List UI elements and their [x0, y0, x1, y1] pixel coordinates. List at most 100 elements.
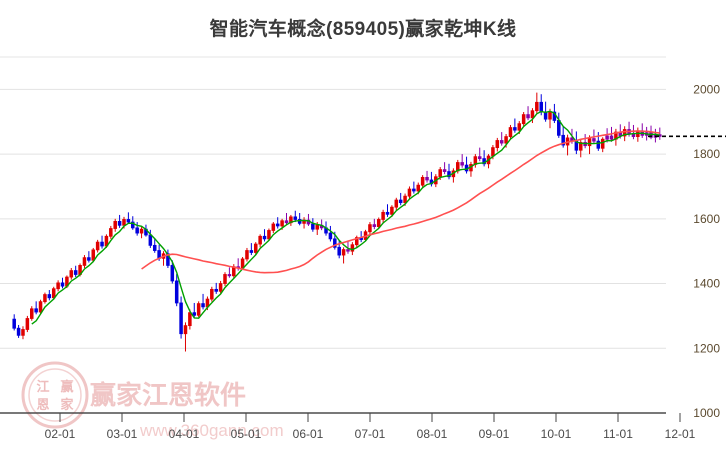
- candle-body: [508, 127, 513, 138]
- candle-body: [227, 274, 232, 277]
- candle-body: [218, 283, 223, 292]
- candle-body: [561, 134, 565, 146]
- candle-body: [47, 294, 52, 299]
- watermark-brand: 赢家江恩软件: [90, 380, 246, 410]
- candle-body: [280, 220, 284, 227]
- candle-body: [548, 111, 552, 120]
- x-axis-label: 09-01: [479, 427, 510, 441]
- x-axis-label: 06-01: [293, 427, 324, 441]
- candle-body: [535, 101, 539, 112]
- candle-body: [210, 288, 214, 300]
- candle-body: [420, 176, 425, 186]
- candle-body: [51, 288, 56, 299]
- watermark-seal-char: 赢: [60, 379, 73, 394]
- candle-body: [368, 224, 372, 233]
- candle-body: [394, 199, 399, 208]
- candle-body: [34, 308, 38, 313]
- x-axis-label: 03-01: [107, 427, 138, 441]
- candle-body: [135, 227, 139, 234]
- candle-body: [311, 223, 315, 230]
- candle-body: [293, 216, 298, 220]
- x-axis-label: 11-01: [603, 427, 633, 441]
- page-title: 智能汽车概念(859405)赢家乾坤K线: [209, 19, 517, 40]
- candle-body: [587, 138, 592, 147]
- candle-body: [170, 265, 175, 282]
- candle-body: [30, 308, 34, 319]
- x-axis-label: 12-01: [665, 427, 696, 441]
- candle-body: [315, 224, 319, 230]
- candle-body: [60, 282, 65, 287]
- y-axis-label: 1800: [693, 147, 720, 161]
- watermark-seal-char: 家: [60, 397, 74, 412]
- candle-body: [412, 188, 416, 192]
- candle-body: [521, 114, 526, 125]
- candle-body: [21, 329, 25, 336]
- candle-body: [499, 140, 504, 144]
- candle-body: [91, 249, 96, 261]
- x-axis-label: 02-01: [45, 427, 76, 441]
- candle-body: [491, 147, 495, 157]
- candle-body: [425, 176, 429, 181]
- ma-slow-line: [141, 130, 660, 274]
- candle-body: [530, 110, 535, 119]
- candle-body: [376, 219, 381, 227]
- candle-body: [82, 257, 87, 266]
- watermark: 江赢恩家 赢家江恩软件 www.360gann.com: [21, 361, 284, 440]
- candle-body: [179, 302, 183, 335]
- candle-body: [337, 246, 341, 256]
- candle-body: [201, 303, 205, 308]
- candle-body: [192, 312, 197, 316]
- candle-body: [16, 327, 21, 336]
- candle-body: [25, 318, 30, 330]
- x-axis-label: 04-01: [169, 427, 200, 441]
- watermark-seal: [21, 361, 89, 429]
- candle-body: [596, 140, 601, 149]
- candle-body: [148, 234, 153, 246]
- candle-body: [113, 221, 117, 229]
- candle-body: [131, 221, 135, 229]
- candle-body: [442, 169, 447, 172]
- candle-body: [398, 199, 403, 204]
- candle-series: [12, 92, 662, 352]
- candle-body: [333, 238, 337, 248]
- watermark-seal-char: 江: [36, 379, 49, 394]
- candle-body: [139, 228, 144, 234]
- candle-body: [275, 223, 280, 227]
- candle-body: [381, 211, 385, 220]
- candle-body: [609, 135, 614, 140]
- candle-body: [605, 135, 609, 140]
- candle-body: [416, 184, 421, 192]
- y-axis-label: 1200: [693, 341, 720, 355]
- candle-body: [73, 270, 78, 275]
- y-axis-label: 1600: [693, 212, 720, 226]
- candle-body: [38, 301, 43, 313]
- candle-body: [495, 140, 500, 149]
- candle-body: [267, 230, 271, 240]
- candle-body: [100, 241, 104, 247]
- candle-body: [196, 303, 201, 316]
- x-axis-label: 08-01: [417, 427, 448, 441]
- candle-body: [622, 129, 627, 137]
- candle-body: [122, 219, 126, 226]
- candle-body: [126, 219, 131, 223]
- candle-body: [372, 224, 377, 227]
- candle-body: [438, 169, 442, 178]
- x-axis-label: 07-01: [355, 427, 386, 441]
- x-axis-label: 10-01: [541, 427, 572, 441]
- watermark-url: www.360gann.com: [139, 421, 284, 440]
- candle-body: [253, 243, 258, 253]
- candle-body: [258, 235, 262, 245]
- candle-body: [557, 120, 561, 136]
- candle-body: [504, 136, 508, 144]
- candle-body: [87, 257, 91, 261]
- x-axis-label: 05-01: [231, 427, 262, 441]
- y-axis-label: 1400: [693, 277, 720, 291]
- candle-body: [592, 138, 596, 142]
- candle-body: [109, 228, 113, 237]
- candle-body: [69, 270, 74, 278]
- candle-body: [271, 223, 276, 231]
- candle-body: [513, 127, 517, 131]
- candle-body: [350, 244, 355, 252]
